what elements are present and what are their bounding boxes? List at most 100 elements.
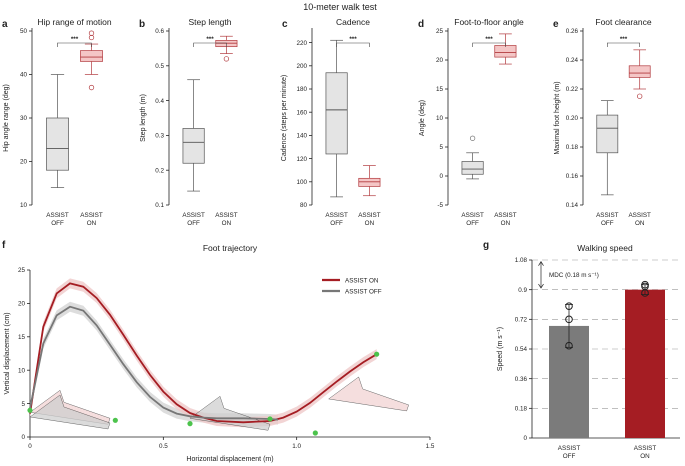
y-tick-label-e: 0.26 (566, 28, 579, 35)
y-tick-label-f: 0 (21, 434, 25, 441)
y-tick-label-c: 180 (296, 86, 307, 93)
mdc-label: MDC (0.18 m s⁻¹) (549, 272, 599, 279)
y-tick-label-e: 0.24 (566, 57, 579, 64)
box (46, 117, 69, 171)
box (461, 161, 484, 175)
box (596, 114, 619, 154)
chart-title-d: Foot-to-floor angle (454, 17, 524, 27)
panel-letter-b: b (139, 19, 145, 30)
significance-label: *** (620, 36, 628, 43)
y-tick-label-f: 10 (18, 367, 26, 374)
y-tick-label-e: 0.20 (566, 115, 579, 122)
y-tick-label-g: 0.54 (515, 346, 528, 353)
contact-marker (374, 351, 380, 357)
y-tick-label-d: -5 (437, 202, 443, 209)
data-point (565, 341, 573, 350)
panel-letter-g: g (483, 240, 489, 251)
mdc-arrow-head (538, 283, 544, 289)
x-tick-label-e: ASSIST ON (628, 212, 651, 227)
y-axis-label-c: Cadence (steps per minute) (281, 75, 288, 161)
x-axis-label-f: Horizontal displacement (m) (186, 456, 273, 463)
y-tick-label-g: 0.36 (515, 376, 528, 383)
y-tick-label-b: 0.5 (155, 63, 164, 70)
significance-label: *** (485, 36, 493, 43)
y-tick-label-f: 25 (18, 267, 26, 274)
y-axis-label-b: Step length (m) (140, 94, 147, 142)
chart-title-f: Foot trajectory (203, 243, 258, 253)
box (182, 128, 205, 164)
contact-marker (112, 417, 118, 423)
x-tick-label-d: ASSIST OFF (461, 212, 484, 227)
x-tick-label-f: 1.0 (292, 443, 301, 450)
y-tick-label-b: 0.4 (155, 98, 164, 105)
data-point (641, 289, 649, 297)
y-tick-label-g: 0.72 (515, 317, 528, 324)
contact-marker (187, 421, 193, 427)
box (80, 50, 103, 62)
outlier-point (88, 34, 95, 41)
y-tick-label-f: 5 (21, 401, 25, 408)
chart-title-e: Foot clearance (595, 17, 651, 27)
series-line-assist-on (29, 282, 378, 424)
box (325, 72, 348, 155)
y-tick-label-a: 30 (20, 115, 28, 122)
x-tick-label-f: 1.5 (426, 443, 435, 450)
y-axis-label-d: Angle (deg) (419, 100, 426, 136)
y-tick-label-d: 20 (436, 57, 444, 64)
box (628, 65, 651, 78)
bar-assist-on (625, 289, 665, 438)
x-tick-label-b: ASSIST ON (215, 212, 238, 227)
y-tick-label-f: 15 (18, 334, 26, 341)
x-tick-label-g: ASSIST OFF (558, 445, 581, 460)
panel-letter-e: e (553, 19, 559, 30)
y-tick-label-f: 20 (18, 301, 26, 308)
x-tick-label-a: ASSIST OFF (46, 212, 69, 227)
y-tick-label-e: 0.16 (566, 173, 579, 180)
y-tick-label-a: 10 (20, 202, 28, 209)
y-tick-label-c: 100 (296, 179, 307, 186)
y-tick-label-c: 140 (296, 133, 307, 140)
y-tick-label-c: 160 (296, 109, 307, 116)
y-tick-label-b: 0.3 (155, 133, 164, 140)
significance-label: *** (206, 36, 214, 43)
x-tick-label-e: ASSIST OFF (596, 212, 619, 227)
chart-title-g: Walking speed (577, 243, 633, 253)
x-tick-label-f: 0.5 (159, 443, 168, 450)
x-tick-label-f: 0 (28, 443, 32, 450)
mdc-arrow-head (538, 260, 544, 266)
y-tick-label-d: 25 (436, 28, 444, 35)
y-tick-label-d: 15 (436, 86, 444, 93)
y-tick-label-c: 120 (296, 156, 307, 163)
y-tick-label-a: 40 (20, 72, 28, 79)
y-tick-label-e: 0.14 (566, 202, 579, 209)
x-tick-label-b: ASSIST OFF (182, 212, 205, 227)
legend-label-assist-off: ASSIST OFF (345, 288, 382, 295)
y-tick-label-d: 5 (439, 144, 443, 151)
significance-label: *** (349, 36, 357, 43)
x-tick-label-c: ASSIST ON (358, 212, 381, 227)
significance-bracket (193, 42, 227, 47)
foot-outline (29, 394, 111, 430)
y-axis-label-e: Maximal foot height (m) (554, 81, 561, 154)
figure-title: 10-meter walk test (303, 2, 377, 12)
y-axis-label-f: Vertical displacement (cm) (4, 312, 11, 394)
y-tick-label-g: 0.9 (518, 287, 527, 294)
significance-label: *** (71, 36, 79, 43)
y-axis-label-g: Speed (m s⁻¹) (497, 327, 504, 371)
y-tick-label-g: 0 (523, 435, 527, 442)
series-line-assist-off (29, 305, 279, 421)
y-tick-label-b: 0.6 (155, 28, 164, 35)
y-tick-label-a: 20 (20, 159, 28, 166)
y-tick-label-c: 80 (300, 202, 308, 209)
panel-letter-a: a (2, 19, 8, 30)
chart-title-a: Hip range of motion (37, 17, 111, 27)
chart-title-c: Cadence (336, 17, 370, 27)
contact-marker (27, 407, 33, 413)
outlier-point (88, 84, 95, 91)
y-axis-label-a: Hip angle range (deg) (3, 84, 10, 152)
panel-letter-d: d (418, 19, 424, 30)
x-tick-label-g: ASSIST ON (634, 445, 657, 460)
y-tick-label-d: 0 (439, 173, 443, 180)
x-tick-label-c: ASSIST OFF (325, 212, 348, 227)
